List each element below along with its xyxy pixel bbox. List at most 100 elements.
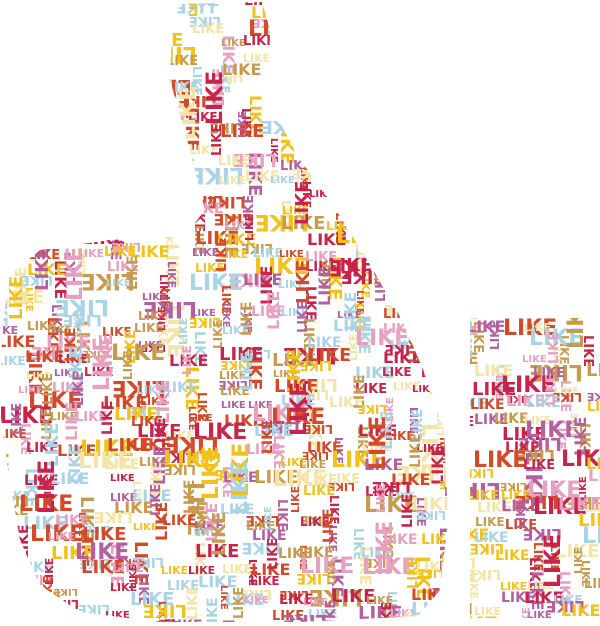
like-word: LIKE (506, 393, 531, 404)
like-word: LIKE (167, 579, 199, 594)
like-word: LIKE (524, 321, 551, 334)
like-word: LIKE (303, 422, 333, 436)
like-word: LIKE (140, 395, 167, 408)
like-word: LIKE (386, 146, 440, 171)
like-word: LIKE (341, 292, 360, 331)
like-word: LIKE (214, 237, 230, 272)
like-word: LIKE (75, 410, 107, 425)
like-word: LIKE (376, 153, 397, 197)
like-word: LIKE (302, 286, 318, 321)
like-word: LIKE (467, 0, 499, 10)
like-word: LIKE (588, 466, 600, 485)
like-word: LIKE (207, 193, 246, 212)
like-word: LIKE (72, 320, 93, 364)
like-word: LIKE (447, 213, 482, 229)
like-word: LIKE (411, 599, 455, 620)
like-word: LIKE (523, 19, 562, 38)
like-word: LIKE (374, 483, 388, 513)
like-word: LIKE (152, 502, 171, 541)
like-word: LIKE (85, 32, 129, 53)
like-word: LIKE (577, 122, 592, 154)
like-word: LIKE (220, 502, 255, 518)
like-word: LIKE (32, 247, 53, 291)
like-word: LIKE (252, 402, 306, 427)
like-word: LIKE (359, 271, 372, 298)
like-word: LIKE (20, 153, 36, 188)
like-word: LIKE (357, 59, 411, 84)
like-word: LIKE (77, 247, 104, 260)
like-word: LIKE (314, 0, 339, 50)
like-word: LIKE (442, 159, 472, 173)
like-word: LIKE (587, 390, 600, 403)
like-word: LIKE (372, 478, 411, 497)
like-word: LIKE (555, 541, 599, 562)
like-word: LIKE (0, 90, 26, 109)
like-word: LIKE (117, 155, 138, 199)
like-word: LIKE (272, 70, 299, 83)
like-word: LIKE (556, 571, 572, 606)
like-word: LIKE (444, 614, 498, 626)
like-word: LIKE (0, 239, 29, 255)
like-word: LIKE (499, 0, 538, 8)
like-word: LIKE (0, 84, 1, 109)
like-word: LIKE (583, 106, 600, 125)
like-word: LIKE (142, 292, 167, 303)
like-word: LIKE (302, 83, 337, 99)
like-word: LIKE (270, 62, 291, 106)
like-word: LIKE (299, 458, 326, 471)
like-word: LIKE (214, 210, 253, 229)
like-word: LIKE (471, 34, 515, 55)
like-word: LIKE (477, 131, 502, 185)
like-word: LIKE (40, 172, 59, 211)
like-word: LIKE (477, 500, 512, 516)
like-word: LIKE (519, 171, 538, 210)
like-word: LIKE (442, 576, 469, 589)
like-word: LIKE (463, 107, 479, 142)
like-word: LIKE (468, 155, 498, 169)
like-word: LIKE (514, 499, 528, 529)
like-word: LIKE (414, 317, 435, 361)
like-word: LIKE (108, 620, 143, 626)
like-word: LIKE (417, 567, 444, 580)
like-word: LIKE (333, 316, 372, 335)
like-word: LIKE (474, 605, 501, 618)
like-word: LIKE (328, 255, 372, 276)
like-word: LIKE (523, 8, 548, 19)
like-word: LIKE (76, 496, 97, 540)
like-word: LIKE (527, 579, 554, 592)
like-word: LIKE (547, 332, 562, 364)
like-word: LIKE (0, 592, 6, 626)
like-word: LIKE (484, 196, 505, 240)
like-word: LIKE (553, 593, 583, 607)
like-word: LIKE (579, 560, 592, 587)
like-word: LIKE (326, 525, 339, 552)
like-word: LIKE (411, 2, 425, 32)
like-word: LIKE (442, 452, 469, 465)
like-word: LIKE (46, 332, 90, 353)
like-word: LIKE (102, 149, 132, 163)
like-word: LIKE (553, 620, 597, 626)
like-word: LIKE (17, 423, 32, 455)
like-word: LIKE (189, 622, 221, 626)
like-word: LIKE (550, 242, 565, 274)
like-word: LIKE (165, 80, 200, 96)
like-word: LIKE (396, 460, 450, 485)
like-word: LIKE (0, 324, 18, 337)
like-word: LIKE (101, 186, 116, 218)
like-word: LIKE (284, 349, 305, 393)
like-word: LIKE (272, 609, 304, 624)
like-word: LIKE (41, 575, 55, 605)
like-word: LIKE (330, 0, 362, 15)
like-word: LIKE (23, 287, 34, 312)
like-word: LIKE (18, 385, 43, 396)
like-word: LIKE (584, 171, 600, 185)
like-word: LIKE (244, 346, 265, 390)
like-word: LIKE (572, 547, 585, 574)
like-word: LIKE (278, 0, 308, 9)
like-word: LIKE (133, 5, 152, 44)
like-word: LIKE (439, 251, 464, 262)
like-word: LIKE (366, 416, 391, 470)
like-word: LIKE (264, 291, 283, 330)
like-word: LIKE (416, 508, 446, 522)
like-word: LIKE (560, 165, 600, 186)
